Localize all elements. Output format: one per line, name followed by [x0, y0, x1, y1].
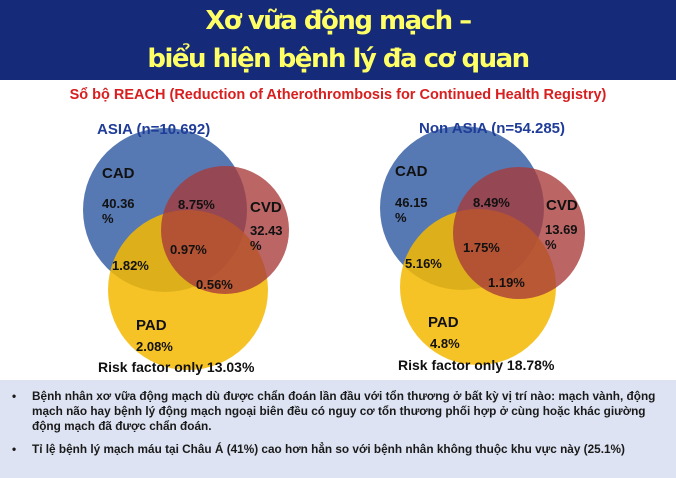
venn-diagrams [83, 126, 585, 370]
asia-pad-label: PAD [136, 317, 167, 334]
nonasia-cad-only: 46.15 % [395, 195, 428, 225]
asia-cad-label: CAD [102, 165, 135, 182]
title-line-1: Xơ vữa động mạch – [205, 6, 472, 36]
nonasia-cad-pad: 5.16% [405, 256, 442, 271]
note-text: Bệnh nhân xơ vữa động mạch dù được chẩn … [32, 389, 656, 433]
asia-cvd-circle [161, 166, 289, 294]
asia-cvd-only: 32.43 % [250, 223, 283, 253]
nonasia-cad-cvd: 8.49% [473, 195, 510, 210]
asia-risk-factor: Risk factor only 13.03% [98, 359, 255, 375]
registry-subtitle: Sổ bộ REACH (Reduction of Atherothrombos… [69, 87, 607, 103]
asia-cad-cvd: 8.75% [178, 197, 215, 212]
title-banner: Xơ vữa động mạch – biểu hiện bệnh lý đa … [0, 0, 676, 80]
note-text: Tỉ lệ bệnh lý mạch máu tại Châu Á (41%) … [32, 442, 625, 456]
nonasia-all-three: 1.75% [463, 240, 500, 255]
nonasia-cad-label: CAD [395, 163, 428, 180]
asia-cvd-pad: 0.56% [196, 277, 233, 292]
asia-cad-pad: 1.82% [112, 258, 149, 273]
notes-panel: • Bệnh nhân xơ vữa động mạch dù được chẩ… [0, 380, 676, 478]
asia-cvd-label: CVD [250, 199, 282, 216]
nonasia-title: Non ASIA (n=54.285) [419, 120, 566, 137]
nonasia-pad-only: 4.8% [430, 336, 460, 351]
asia-cad-only: 40.36 % [102, 196, 135, 226]
bullet-icon: • [12, 442, 17, 456]
bullet-icon: • [12, 389, 17, 403]
nonasia-cvd-circle [453, 167, 585, 299]
asia-pad-only: 2.08% [136, 339, 173, 354]
nonasia-cvd-label: CVD [546, 197, 578, 214]
nonasia-cvd-pad: 1.19% [488, 275, 525, 290]
asia-title: ASIA (n=10.692) [97, 121, 211, 138]
nonasia-pad-label: PAD [428, 314, 459, 331]
title-line-2: biểu hiện bệnh lý đa cơ quan [147, 44, 530, 74]
nonasia-cvd-only: 13.69 % [545, 222, 578, 252]
asia-all-three: 0.97% [170, 242, 207, 257]
nonasia-risk-factor: Risk factor only 18.78% [398, 357, 555, 373]
